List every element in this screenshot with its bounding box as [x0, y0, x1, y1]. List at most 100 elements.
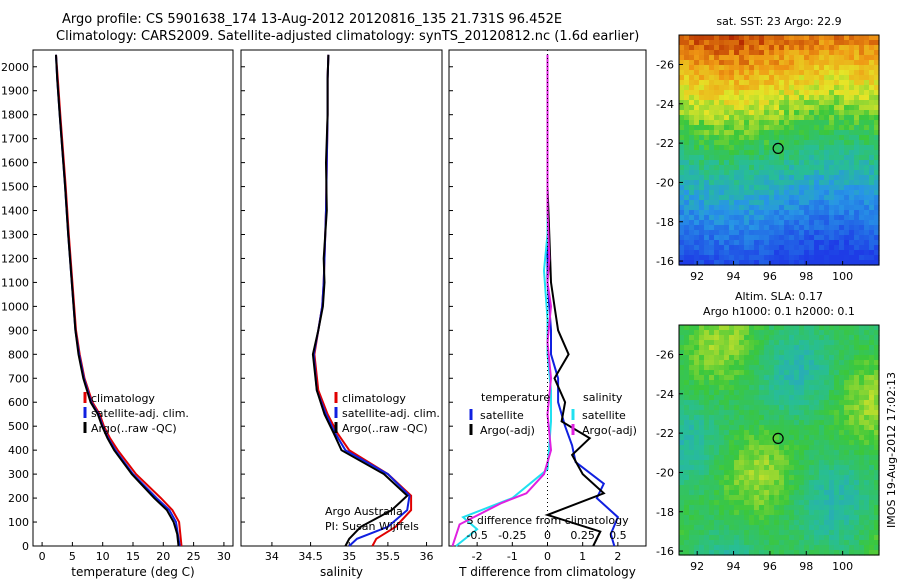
heatmap-cell	[869, 415, 875, 421]
heatmap-cell	[694, 510, 700, 516]
heatmap-cell	[769, 225, 775, 231]
heatmap-cell	[864, 515, 870, 521]
heatmap-cell	[684, 40, 690, 46]
heatmap-cell	[819, 210, 825, 216]
heatmap-cell	[814, 60, 820, 66]
heatmap-cell	[729, 525, 735, 531]
heatmap-cell	[699, 330, 705, 336]
heatmap-cell	[734, 460, 740, 466]
heatmap-cell	[709, 330, 715, 336]
heatmap-cell	[854, 60, 860, 66]
heatmap-cell	[749, 505, 755, 511]
heatmap-cell	[714, 80, 720, 86]
heatmap-cell	[859, 545, 865, 551]
heatmap-cell	[759, 520, 765, 526]
heatmap-cell	[814, 85, 820, 91]
heatmap-cell	[734, 530, 740, 536]
heatmap-cell	[814, 425, 820, 431]
heatmap-cell	[809, 485, 815, 491]
heatmap-cell	[809, 475, 815, 481]
heatmap-cell	[849, 75, 855, 81]
heatmap-cell	[839, 190, 845, 196]
heatmap-cell	[709, 260, 715, 266]
heatmap-cell	[764, 410, 770, 416]
heatmap-cell	[774, 165, 780, 171]
heatmap-cell	[789, 510, 795, 516]
heatmap-cell	[844, 365, 850, 371]
heatmap-cell	[819, 425, 825, 431]
heatmap-cell	[769, 200, 775, 206]
heatmap-cell	[734, 130, 740, 136]
heatmap-cell	[724, 180, 730, 186]
heatmap-cell	[704, 350, 710, 356]
heatmap-cell	[764, 210, 770, 216]
heatmap-cell	[744, 505, 750, 511]
heatmap-cell	[704, 185, 710, 191]
heatmap-cell	[834, 360, 840, 366]
heatmap-cell	[704, 535, 710, 541]
heatmap-cell	[714, 90, 720, 96]
heatmap-cell	[819, 505, 825, 511]
y-tick-label: 300	[8, 468, 29, 481]
heatmap-cell	[734, 60, 740, 66]
heatmap-cell	[774, 125, 780, 131]
heatmap-cell	[679, 515, 685, 521]
heatmap-cell	[694, 495, 700, 501]
heatmap-cell	[774, 160, 780, 166]
heatmap-cell	[679, 245, 685, 251]
heatmap-cell	[864, 95, 870, 101]
heatmap-cell	[764, 115, 770, 121]
heatmap-cell	[699, 105, 705, 111]
x-tick-label: 35	[342, 550, 356, 563]
heatmap-cell	[799, 545, 805, 551]
heatmap-cell	[864, 70, 870, 76]
heatmap-cell	[809, 480, 815, 486]
heatmap-cell	[774, 395, 780, 401]
heatmap-cell	[714, 160, 720, 166]
heatmap-cell	[744, 115, 750, 121]
heatmap-cell	[779, 160, 785, 166]
heatmap-cell	[869, 130, 875, 136]
heatmap-cell	[864, 535, 870, 541]
heatmap-cell	[734, 70, 740, 76]
heatmap-cell	[719, 250, 725, 256]
heatmap-cell	[729, 500, 735, 506]
heatmap-cell	[769, 130, 775, 136]
heatmap-cell	[859, 475, 865, 481]
heatmap-cell	[714, 250, 720, 256]
heatmap-cell	[849, 150, 855, 156]
heatmap-cell	[724, 475, 730, 481]
heatmap-cell	[829, 495, 835, 501]
heatmap-cell	[824, 90, 830, 96]
heatmap-cell	[694, 370, 700, 376]
heatmap-cell	[754, 140, 760, 146]
heatmap-cell	[844, 330, 850, 336]
heatmap-cell	[749, 385, 755, 391]
heatmap-cell	[699, 120, 705, 126]
heatmap-cell	[799, 365, 805, 371]
heatmap-cell	[694, 125, 700, 131]
heatmap-cell	[714, 220, 720, 226]
heatmap-cell	[804, 240, 810, 246]
heatmap-cell	[849, 240, 855, 246]
heatmap-cell	[754, 375, 760, 381]
heatmap-cell	[764, 405, 770, 411]
heatmap-cell	[684, 360, 690, 366]
heatmap-cell	[729, 65, 735, 71]
heatmap-cell	[874, 260, 880, 266]
heatmap-cell	[824, 355, 830, 361]
heatmap-cell	[789, 65, 795, 71]
heatmap-cell	[814, 45, 820, 51]
heatmap-cell	[739, 120, 745, 126]
heatmap-cell	[854, 190, 860, 196]
heatmap-cell	[744, 540, 750, 546]
heatmap-cell	[834, 70, 840, 76]
heatmap-cell	[704, 85, 710, 91]
heatmap-cell	[744, 375, 750, 381]
heatmap-cell	[694, 365, 700, 371]
heatmap-cell	[774, 355, 780, 361]
heatmap-cell	[779, 395, 785, 401]
heatmap-cell	[754, 335, 760, 341]
heatmap-cell	[719, 180, 725, 186]
heatmap-cell	[799, 140, 805, 146]
